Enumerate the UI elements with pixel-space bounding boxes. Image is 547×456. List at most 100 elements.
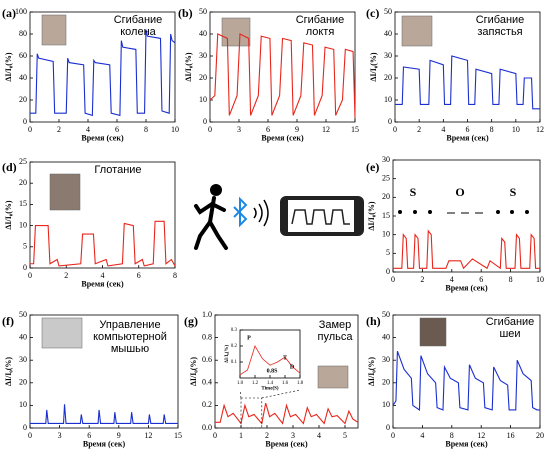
morse-marks: [398, 210, 529, 214]
y-tick-label: 10: [19, 400, 27, 409]
x-tick-label: 6: [466, 125, 470, 134]
chart: 0 3 6 9 12 15 0 10 20 30 40 50 Время (сек) ΔI/I₀(%) (b…: [178, 6, 359, 143]
x-tick-label: 10: [512, 125, 520, 134]
y-axis-label: ΔI/I₀(%): [367, 201, 376, 231]
y-tick-label: 40: [19, 73, 27, 82]
signal-line: [30, 220, 176, 267]
panel-title: компьютерной: [93, 331, 167, 343]
annotation: P: [247, 335, 251, 341]
plot-frame: [29, 314, 179, 429]
x-tick-label: 1.0: [237, 381, 244, 386]
phone-icon: [280, 196, 364, 236]
y-tick-label: 5: [386, 248, 390, 257]
x-tick-label: 15: [351, 125, 359, 134]
panel-title: локтя: [306, 26, 335, 38]
y-tick-label: 20: [19, 178, 27, 187]
y-tick-label: 0.2: [202, 400, 212, 409]
panel-label: (b): [178, 6, 193, 20]
y-tick-label: 25: [382, 173, 390, 182]
y-tick-label: 0.6: [202, 355, 212, 364]
x-tick-label: 1: [239, 431, 243, 440]
zoom-box: [240, 397, 263, 429]
panel-label: (a): [2, 6, 16, 20]
x-tick-label: 16: [507, 431, 515, 440]
y-tick-label: 0.8: [202, 332, 212, 341]
photo: [221, 17, 251, 47]
x-tick-label: 1.6: [282, 381, 289, 386]
y-tick-label: 0: [23, 263, 27, 272]
y-tick-label: 20: [382, 192, 390, 201]
y-axis-label: ΔI/I₀(%): [369, 52, 378, 82]
y-tick-label: 30: [382, 155, 390, 164]
panel-title: Управление: [99, 319, 160, 331]
x-tick-label: 15: [174, 431, 182, 440]
x-axis-label: Время (сек): [81, 134, 124, 143]
x-tick-label: 6: [266, 125, 270, 134]
x-tick-label: 9: [117, 431, 121, 440]
signal-line: [30, 404, 178, 425]
x-axis-label: Время (сек): [81, 280, 124, 289]
annotation: S: [410, 185, 417, 199]
x-tick-label: 3: [58, 431, 62, 440]
chart: 0 2 4 6 8 10 0 5 10 15 20 25 30 Время (сек) ΔI/I₀(%) (e…: [366, 155, 544, 293]
x-tick-label: 8: [509, 275, 513, 284]
panel-title: Глотание: [94, 164, 141, 176]
bluetooth-icon: [233, 196, 269, 228]
x-tick-label: 8: [490, 125, 494, 134]
panel-label: (g): [184, 314, 198, 328]
y-tick-label: 80: [19, 29, 27, 38]
x-tick-label: 3: [291, 431, 295, 440]
y-tick-label: 15: [19, 199, 27, 208]
panel-title: пульса: [318, 331, 354, 343]
y-tick-label: 10: [199, 95, 207, 104]
panel-title: колена: [120, 26, 156, 38]
plot-frame: [239, 329, 301, 379]
y-tick-label: 0.0: [202, 423, 212, 432]
signal-line: [209, 33, 356, 118]
x-tick-label: 4: [441, 125, 445, 134]
x-tick-label: 9: [295, 125, 299, 134]
x-tick-label: 0: [391, 275, 395, 284]
zoom-guide: [239, 389, 301, 399]
photo: [41, 317, 83, 349]
chart: 0 1 2 3 4 5 0.0 0.2 0.4 0.6 0.8 1.0 Время (сек) ΔI/I₀…: [184, 310, 359, 449]
y-tick-label: 0.2: [231, 344, 238, 349]
photos: [41, 14, 447, 389]
x-tick-label: 6: [115, 125, 119, 134]
y-tick-label: 30: [199, 51, 207, 60]
panel-label: (e): [366, 160, 379, 174]
x-tick-label: 8: [144, 125, 148, 134]
x-tick-label: 4: [420, 431, 424, 440]
x-tick-label: 0: [391, 431, 395, 440]
y-tick-label: 0.1: [231, 360, 238, 365]
x-tick-label: 2: [417, 125, 421, 134]
annotation: D: [290, 364, 295, 370]
x-tick-label: 12: [477, 431, 485, 440]
x-tick-label: 1.2: [252, 381, 259, 386]
x-tick-label: 20: [536, 431, 544, 440]
y-tick-label: 20: [199, 73, 207, 82]
y-tick-label: 50: [382, 310, 390, 319]
x-axis-label: Время (сек): [445, 284, 488, 293]
x-tick-label: 2: [57, 125, 61, 134]
panel-title: Замер: [319, 319, 352, 331]
y-tick-label: 40: [384, 29, 392, 38]
y-axis-label: ΔI/I₀(%): [4, 200, 13, 230]
photo: [49, 173, 81, 211]
x-tick-label: 2: [420, 275, 424, 284]
x-tick-label: 4: [86, 125, 90, 134]
y-axis-label: ΔI/I₀(%): [184, 52, 193, 82]
x-tick-label: 0: [208, 125, 212, 134]
x-tick-label: 0: [393, 125, 397, 134]
y-tick-label: 100: [15, 7, 27, 16]
y-axis-label: ΔI/I₀(%): [4, 357, 13, 387]
panel-title: Сгибание: [476, 14, 525, 26]
y-tick-label: 20: [19, 378, 27, 387]
x-tick-label: 1.4: [267, 381, 274, 386]
y-tick-label: 60: [19, 51, 27, 60]
signal-line: [215, 402, 359, 425]
x-tick-label: 5: [343, 431, 347, 440]
inset-chart: 1.0 1.2 1.4 1.6 1.8 0.1 0.2 0.3 Time(S) ΔI/I₀(%) P…: [225, 328, 303, 392]
